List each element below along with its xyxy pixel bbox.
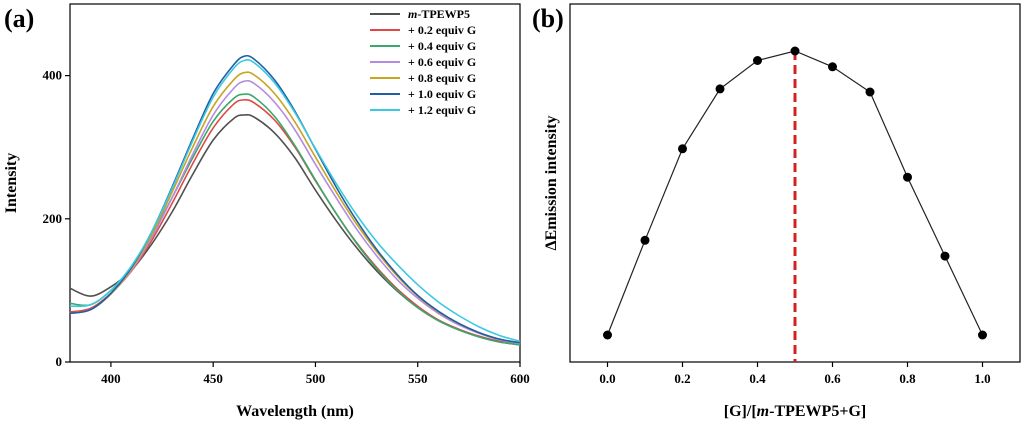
x-tick-label: 450 <box>203 371 223 386</box>
series-line-6 <box>69 59 521 342</box>
legend-label: + 0.6 equiv G <box>408 55 476 69</box>
data-point <box>603 330 612 340</box>
legend-label: + 0.4 equiv G <box>408 39 476 53</box>
x-tick-label: 500 <box>306 371 326 386</box>
panel-b-series <box>603 46 987 340</box>
data-point <box>715 84 725 94</box>
panel-b: (b) 0.0 0.2 0.4 0.6 0.8 1.0 [G]/[m-TPEWP5+G] … <box>532 3 1021 420</box>
panel-a-x-ticks: 400 450 500 550 600 <box>101 362 530 386</box>
legend-label: + 0.8 equiv G <box>408 71 476 85</box>
x-tick-label: 400 <box>101 371 121 386</box>
panel-b-y-axis-title: ΔEmission intensity <box>543 116 560 251</box>
panel-a-frame <box>69 3 521 363</box>
x-tick-label: 0.4 <box>749 371 766 386</box>
panel-a-y-ticks: 0 200 400 <box>43 68 70 369</box>
legend-label: + 1.0 equiv G <box>408 87 476 101</box>
y-tick-label: 0 <box>56 354 63 369</box>
x-tick-label: 600 <box>510 371 530 386</box>
data-point <box>903 172 912 182</box>
x-tick-label: 550 <box>408 371 428 386</box>
panel-b-x-ticks: 0.0 0.2 0.4 0.6 0.8 1.0 <box>599 362 991 386</box>
data-point <box>790 46 800 56</box>
legend-label: m-TPEWP5 <box>408 7 470 21</box>
data-point <box>940 251 950 261</box>
panel-a-label: (a) <box>4 4 34 33</box>
legend-label: + 1.2 equiv G <box>408 103 476 117</box>
data-point <box>753 56 762 65</box>
x-tick-label: 0.8 <box>899 371 916 386</box>
series-line-3 <box>69 79 521 345</box>
data-point <box>678 144 687 154</box>
panel-a: (a) 0 200 400 400 450 500 550 600 m-TPEWP5 + 0.… <box>3 3 530 420</box>
data-point <box>828 62 837 72</box>
panel-b-x-axis-title: [G]/[m-TPEWP5+G] <box>724 403 866 420</box>
panel-a-x-axis-title: Wavelength (nm) <box>236 403 354 420</box>
y-tick-label: 400 <box>43 68 63 83</box>
y-tick-label: 200 <box>43 211 63 226</box>
panel-a-series <box>69 54 521 346</box>
series-line-0 <box>69 113 521 346</box>
x-tick-label: 1.0 <box>974 371 990 386</box>
x-tick-label: 0.2 <box>674 371 690 386</box>
data-point <box>865 87 875 97</box>
x-tick-label: 0.0 <box>599 371 615 386</box>
series-line-2 <box>69 93 521 346</box>
x-tick-label: 0.6 <box>824 371 841 386</box>
panel-a-y-axis-title: Intensity <box>3 153 20 213</box>
data-point <box>640 235 650 245</box>
panel-b-label: (b) <box>532 4 564 33</box>
series-line-1 <box>69 99 521 345</box>
legend-label: + 0.2 equiv G <box>408 23 476 37</box>
data-point <box>978 330 987 340</box>
panel-a-legend: m-TPEWP5 + 0.2 equiv G + 0.4 equiv G + 0.6 … <box>370 7 476 117</box>
